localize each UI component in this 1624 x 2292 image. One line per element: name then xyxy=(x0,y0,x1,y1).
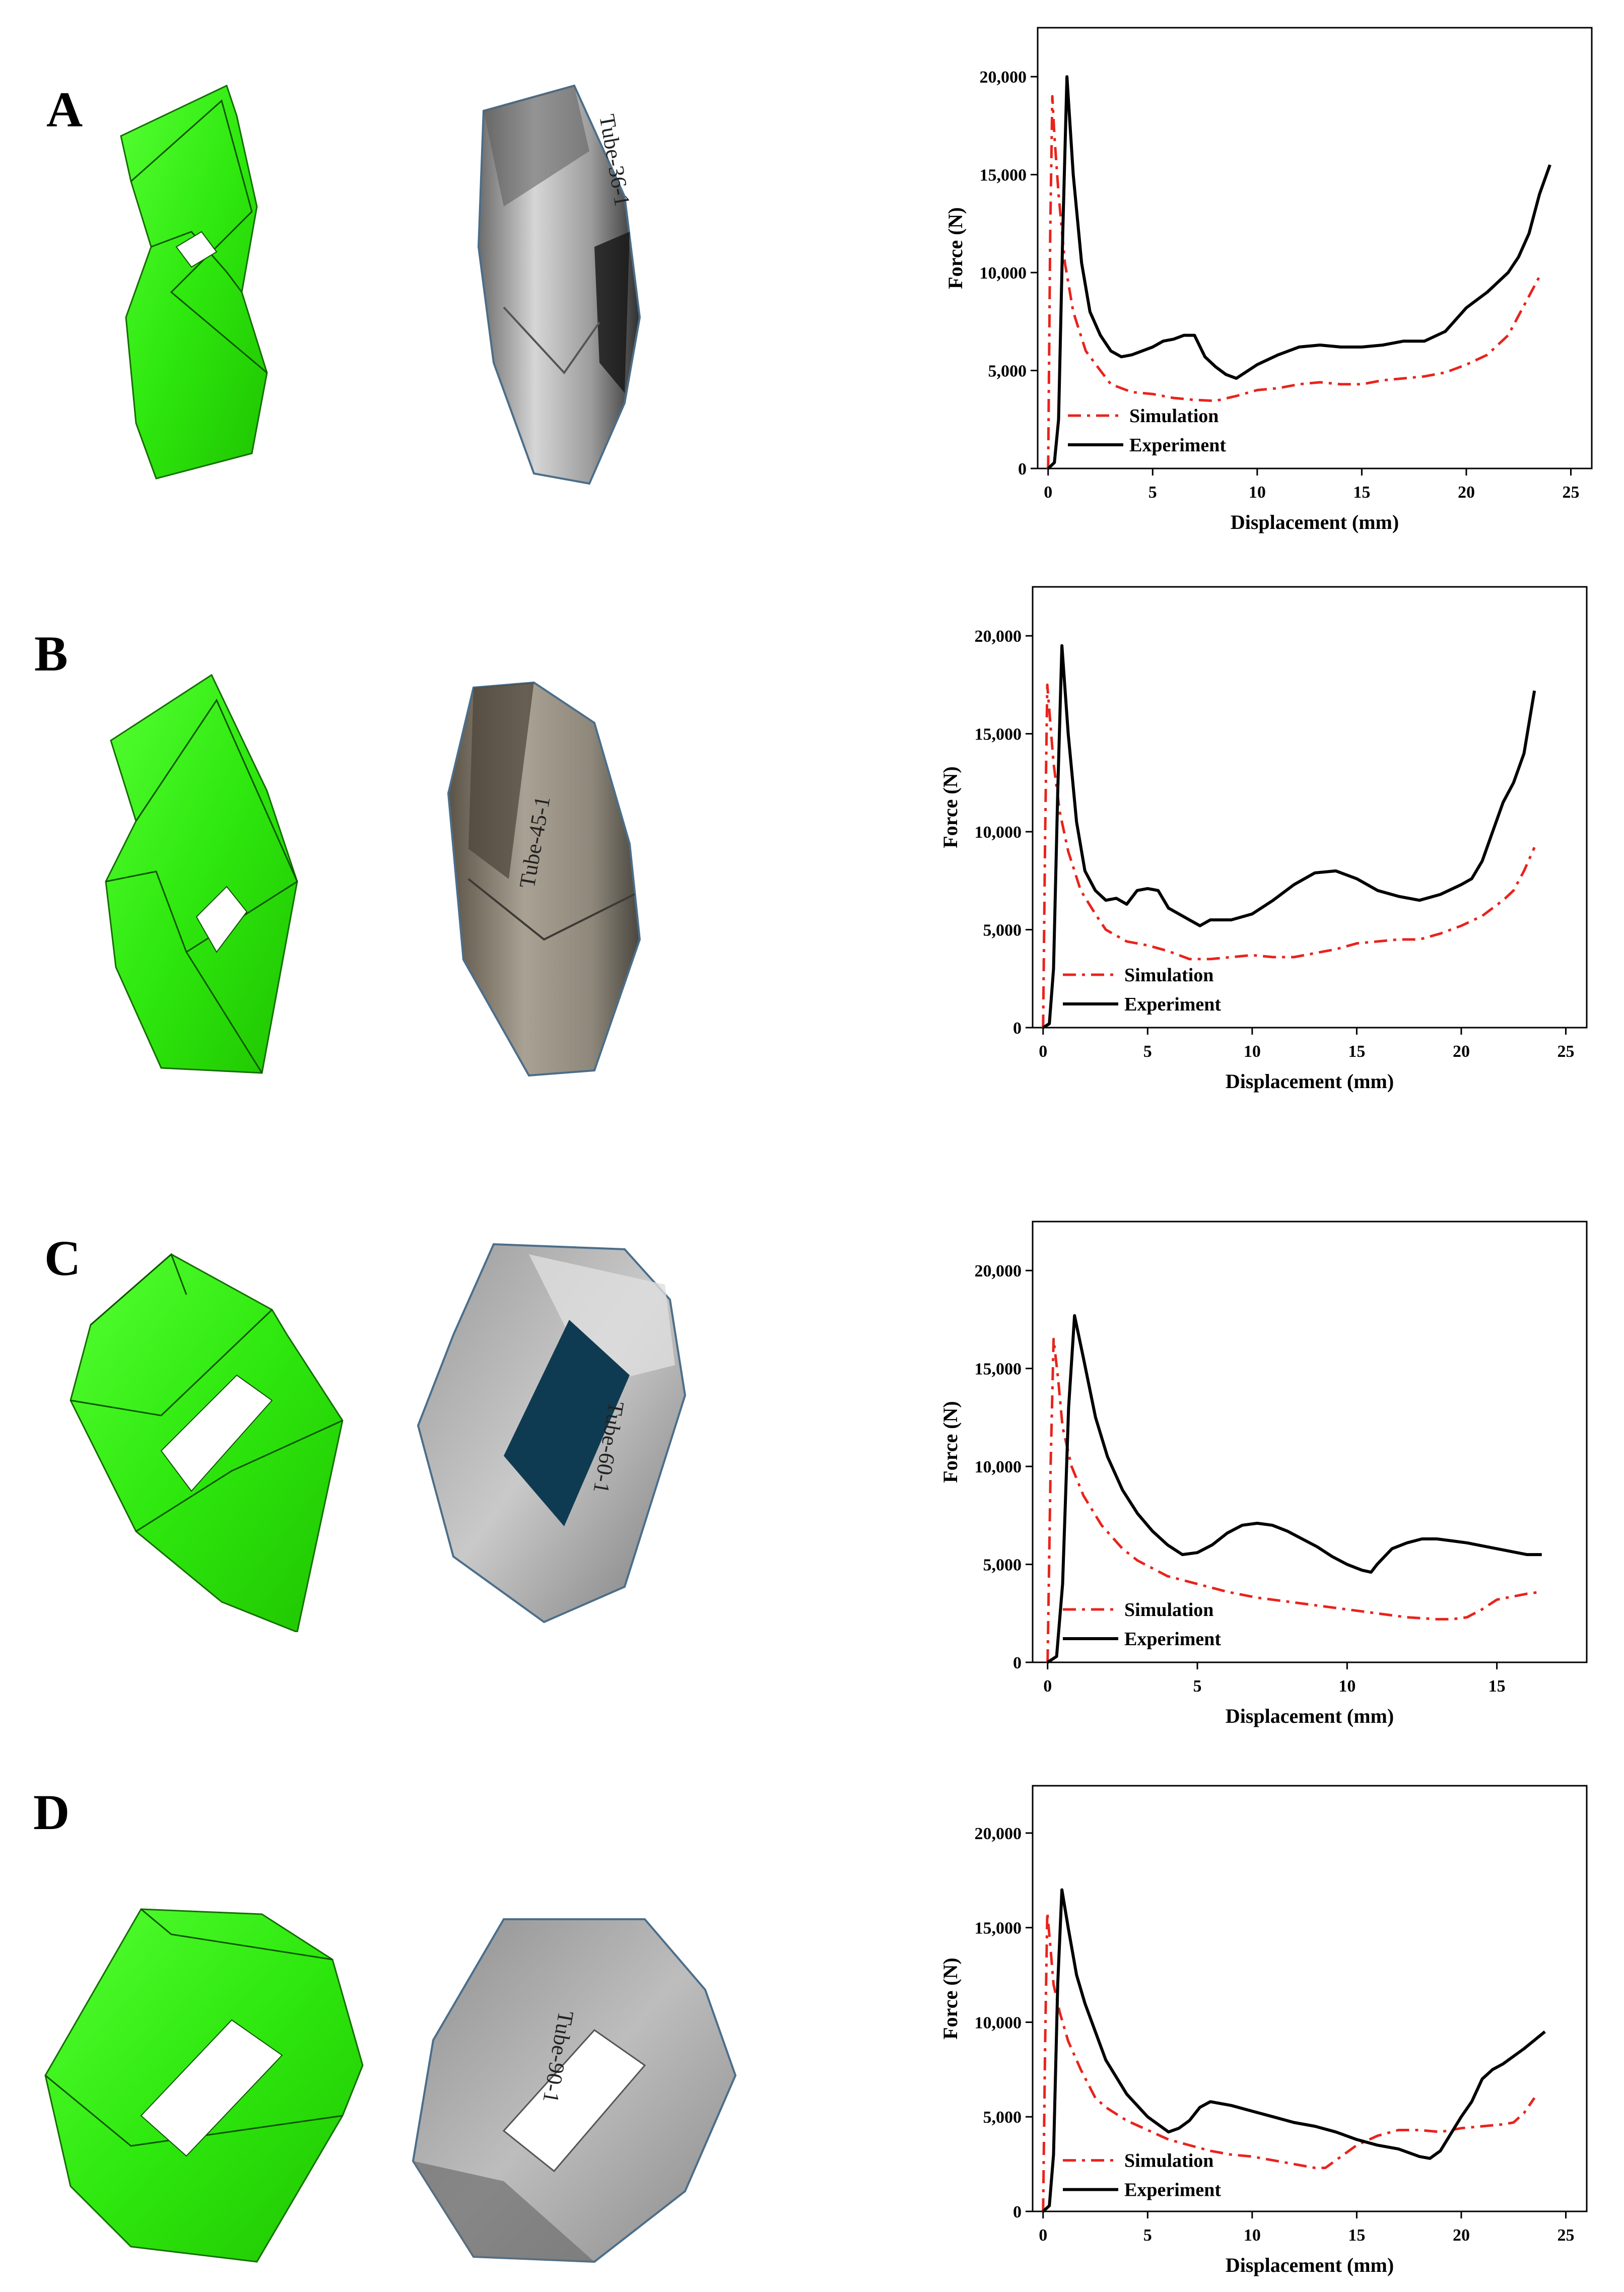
series-line-simulation xyxy=(1042,683,1536,1028)
y-tick-label: 10,000 xyxy=(975,1458,1022,1476)
specimen-photo-a: Tube-36-1 xyxy=(477,84,641,485)
y-tick-label: 5,000 xyxy=(983,921,1022,940)
x-tick-label: 5 xyxy=(1143,1042,1152,1061)
x-tick-label: 0 xyxy=(1039,2226,1047,2245)
series-line-simulation xyxy=(1046,1337,1542,1663)
x-tick-label: 10 xyxy=(1338,1677,1356,1696)
simulation-model-image-b xyxy=(105,673,298,1074)
x-tick-label: 15 xyxy=(1353,483,1370,502)
force-displacement-chart-b: 0 5 10 15 20 25 0 5,000 10,000 15,000 20,000 Displa… xyxy=(939,586,1588,1093)
simulation-model-image-d xyxy=(44,1908,364,2263)
x-tick-label: 20 xyxy=(1453,2226,1470,2245)
x-tick-label: 25 xyxy=(1562,483,1579,502)
x-tick-label: 15 xyxy=(1488,1677,1506,1696)
y-axis-label: Force (N) xyxy=(939,766,962,848)
y-tick-label: 20,000 xyxy=(975,1262,1022,1280)
specimen-photo-c: Tube-60-1 xyxy=(417,1243,687,1624)
y-tick-label: 5,000 xyxy=(983,1556,1022,1575)
specimen-photo-d: Tube-90-1 xyxy=(412,1918,737,2263)
legend-label: Simulation xyxy=(1124,1599,1213,1621)
x-tick-label: 25 xyxy=(1557,2226,1574,2245)
x-tick-label: 5 xyxy=(1148,483,1157,502)
force-displacement-chart-a: 0 5 10 15 20 25 0 5,000 10,000 15,000 20,000 Displa… xyxy=(944,27,1593,533)
panel-letter-d: D xyxy=(33,1784,70,1840)
legend-label: Experiment xyxy=(1124,2180,1221,2201)
x-axis-label: Displacement (mm) xyxy=(1231,511,1399,533)
y-tick-label: 20,000 xyxy=(975,627,1022,646)
legend-label: Simulation xyxy=(1129,406,1219,427)
legend-label: Experiment xyxy=(1124,994,1221,1015)
x-axis-label: Displacement (mm) xyxy=(1226,1705,1394,1727)
legend-label: Simulation xyxy=(1124,2150,1213,2172)
force-displacement-chart-d: 0 5 10 15 20 25 0 5,000 10,000 15,000 20,000 Displa… xyxy=(939,1785,1588,2276)
y-tick-label: 15,000 xyxy=(975,1360,1022,1379)
x-tick-label: 15 xyxy=(1348,2226,1365,2245)
legend-label: Experiment xyxy=(1129,435,1226,456)
y-tick-label: 15,000 xyxy=(980,166,1027,185)
plot-frame xyxy=(1032,1221,1588,1663)
y-tick-label: 20,000 xyxy=(980,68,1027,87)
y-tick-label: 20,000 xyxy=(975,1825,1022,1843)
plot-frame xyxy=(1032,1785,1588,2212)
x-tick-label: 20 xyxy=(1458,483,1475,502)
x-tick-label: 5 xyxy=(1193,1677,1202,1696)
x-tick-label: 0 xyxy=(1044,483,1052,502)
panel-letter-c: C xyxy=(44,1230,81,1286)
simulation-model-image-c xyxy=(70,1253,344,1632)
x-tick-label: 20 xyxy=(1453,1042,1470,1061)
x-tick-label: 10 xyxy=(1244,2226,1261,2245)
series-line-simulation xyxy=(1042,1911,1536,2212)
y-axis-label: Force (N) xyxy=(939,1401,962,1483)
panel-letter-a: A xyxy=(46,82,83,138)
y-tick-label: 15,000 xyxy=(975,725,1022,744)
x-tick-label: 25 xyxy=(1557,1042,1574,1061)
x-tick-label: 10 xyxy=(1244,1042,1261,1061)
y-axis-label: Force (N) xyxy=(939,1958,962,2040)
series-line-experiment xyxy=(1047,75,1551,470)
x-tick-label: 0 xyxy=(1039,1042,1047,1061)
y-tick-label: 5,000 xyxy=(988,362,1027,381)
series-line-experiment xyxy=(1042,1888,1546,2213)
x-tick-label: 15 xyxy=(1348,1042,1365,1061)
y-tick-label: 10,000 xyxy=(975,2013,1022,2032)
series-line-experiment xyxy=(1047,1314,1542,1664)
y-tick-label: 10,000 xyxy=(980,264,1027,283)
x-axis-label: Displacement (mm) xyxy=(1226,2254,1394,2276)
series-line-simulation xyxy=(1047,95,1541,469)
series-line-experiment xyxy=(1042,644,1536,1029)
x-tick-label: 5 xyxy=(1143,2226,1152,2245)
y-tick-label: 0 xyxy=(1013,1019,1022,1038)
simulation-model-image-a xyxy=(120,84,268,480)
y-tick-label: 15,000 xyxy=(975,1919,1022,1938)
specimen-photo-b: Tube-45-1 xyxy=(447,681,641,1077)
x-tick-label: 0 xyxy=(1043,1677,1052,1696)
force-displacement-chart-c: 0 5 10 15 0 5,000 10,000 15,000 20,000 Displaceme… xyxy=(939,1221,1588,1727)
y-tick-label: 0 xyxy=(1018,460,1027,479)
legend-label: Experiment xyxy=(1124,1629,1221,1650)
x-axis-label: Displacement (mm) xyxy=(1226,1070,1394,1093)
y-tick-label: 0 xyxy=(1013,1654,1022,1672)
y-axis-label: Force (N) xyxy=(944,207,967,289)
plot-frame xyxy=(1032,586,1588,1029)
y-tick-label: 0 xyxy=(1013,2203,1022,2221)
plot-frame xyxy=(1037,27,1593,469)
panel-letter-b: B xyxy=(34,626,68,682)
x-tick-label: 10 xyxy=(1249,483,1266,502)
y-tick-label: 5,000 xyxy=(983,2108,1022,2127)
legend-label: Simulation xyxy=(1124,965,1213,986)
y-tick-label: 10,000 xyxy=(975,823,1022,842)
